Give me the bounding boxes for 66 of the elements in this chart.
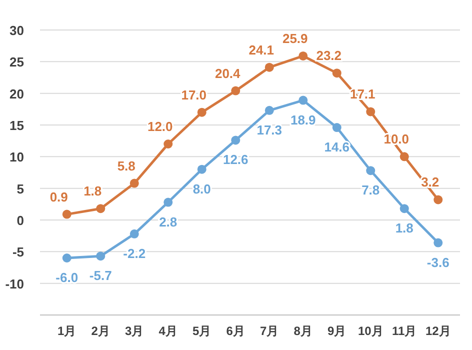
point: [264, 62, 274, 72]
data-label: 25.9: [282, 30, 308, 46]
data-label: 7.8: [362, 182, 380, 198]
point: [130, 229, 139, 238]
x-tick-label: 10月: [358, 324, 384, 338]
point: [400, 152, 409, 162]
x-tick-label: 6月: [226, 324, 245, 338]
data-label: 12.0: [147, 119, 173, 134]
y-tick-label: 30: [10, 23, 24, 38]
y-tick-label: 5: [16, 181, 24, 196]
y-tick-label: 10: [10, 150, 24, 165]
x-tick-label: 8月: [294, 324, 312, 338]
point: [96, 204, 106, 214]
point: [366, 166, 376, 176]
point: [298, 51, 308, 60]
data-label: -6.0: [56, 270, 78, 285]
data-label: 23.2: [316, 48, 342, 64]
point: [434, 195, 443, 204]
point: [164, 140, 173, 148]
point: [264, 106, 274, 115]
x-tick-label: 12月: [425, 324, 451, 338]
point: [62, 254, 72, 262]
x-tick-label: 4月: [158, 324, 178, 338]
y-tick-label: 20: [10, 86, 24, 102]
y-tick-label: -5: [12, 244, 24, 260]
data-label: 17.3: [256, 122, 282, 138]
data-label: 0.9: [50, 189, 68, 204]
x-tick-label: 11月: [392, 324, 417, 338]
point: [366, 107, 376, 116]
point: [332, 68, 342, 78]
data-label: 2.8: [159, 214, 178, 230]
data-label: 14.6: [324, 140, 350, 155]
point: [298, 96, 308, 105]
point: [231, 86, 240, 96]
x-tick-label: 9月: [328, 324, 346, 338]
point: [197, 108, 206, 117]
data-label: 24.1: [248, 42, 274, 58]
y-tick-label: 0: [16, 213, 24, 228]
point: [332, 123, 342, 132]
x-tick-label: 7月: [260, 324, 279, 338]
point: [231, 136, 240, 145]
point: [434, 238, 443, 248]
point: [400, 204, 409, 214]
point: [164, 198, 173, 207]
x-tick-label: 1月: [58, 324, 76, 338]
data-label: 5.8: [117, 158, 136, 174]
point: [96, 252, 106, 261]
y-tick-label: 25: [10, 54, 24, 70]
data-label: -3.6: [426, 254, 450, 270]
data-label: 1.8: [84, 184, 102, 199]
y-tick-label: -10: [5, 276, 24, 292]
point: [62, 210, 72, 219]
data-label: 12.6: [222, 152, 248, 168]
point: [197, 164, 206, 174]
data-label: 1.8: [395, 220, 414, 236]
point: [130, 178, 139, 188]
x-tick-label: 5月: [192, 324, 212, 338]
data-label: 8.0: [192, 181, 211, 196]
y-tick-label: 15: [10, 118, 24, 133]
data-label: -5.7: [89, 268, 112, 284]
data-label: -2.2: [123, 246, 146, 261]
x-tick-label: 2月: [91, 324, 110, 338]
data-label: 17.0: [181, 87, 207, 102]
data-label: 18.9: [290, 112, 316, 128]
data-label: 20.4: [214, 66, 242, 81]
x-tick-label: 3月: [125, 324, 144, 338]
